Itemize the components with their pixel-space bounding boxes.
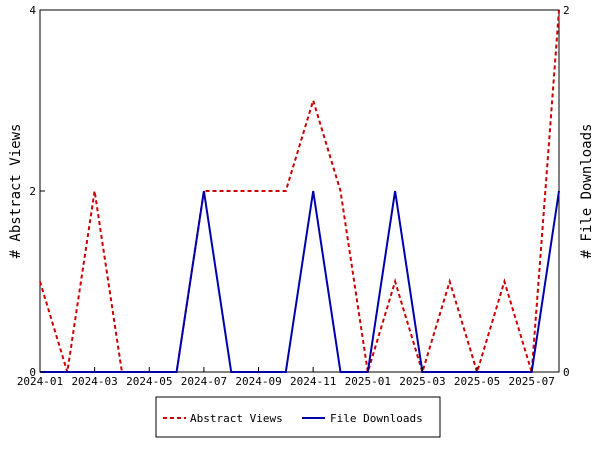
x-tick-label: 2025-03 — [399, 375, 445, 388]
plot-area — [39, 9, 560, 373]
y-left-tick-label: 0 — [29, 366, 36, 379]
y-left-tick-label: 4 — [29, 4, 36, 17]
series-layer — [39, 9, 560, 376]
y-right-tick-label: 0 — [563, 366, 570, 379]
legend-label-abstract-views: Abstract Views — [190, 412, 283, 425]
x-tick-label: 2024-11 — [290, 375, 336, 388]
x-tick-label: 2024-03 — [71, 375, 117, 388]
series-line-file-downloads — [40, 190, 560, 373]
plot-frame — [39, 9, 560, 373]
legend: Abstract Views File Downloads — [155, 396, 441, 438]
x-tick-label: 2024-05 — [126, 375, 172, 388]
x-tick-label: 2024-09 — [235, 375, 281, 388]
x-tick-label: 2025-07 — [509, 375, 555, 388]
series-line-abstract-views — [39, 9, 560, 376]
y-left-tick-label: 2 — [29, 185, 36, 198]
y-axis-title-left: # Abstract Views — [8, 124, 24, 259]
x-tick-label: 2025-01 — [345, 375, 391, 388]
legend-frame — [155, 396, 441, 438]
y-axis-title-right: # File Downloads — [579, 124, 595, 259]
x-tick-label: 2024-01 — [17, 375, 63, 388]
legend-label-file-downloads: File Downloads — [330, 412, 423, 425]
axis-layer: 2024-01 2024-03 2024-05 2024-07 2024-09 2024-… — [17, 4, 570, 388]
x-tick-label: 2024-07 — [181, 375, 227, 388]
x-tick-label: 2025-05 — [454, 375, 500, 388]
y-right-tick-label: 2 — [563, 4, 570, 17]
